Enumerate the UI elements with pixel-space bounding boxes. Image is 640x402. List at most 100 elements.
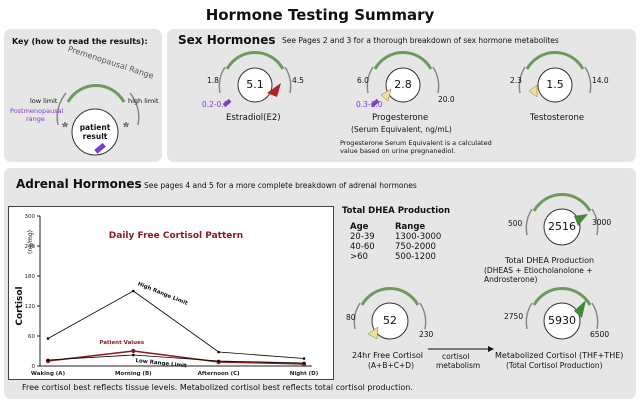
estradiol-gauge	[218, 51, 292, 108]
dhea-low: 500	[508, 219, 523, 228]
estradiol-high: 4.5	[292, 76, 304, 85]
data-point	[46, 337, 50, 340]
dhea-gauge	[525, 193, 599, 246]
metab-cortisol-name: Metabolized Cortisol (THF+THE)	[495, 351, 624, 360]
free-cortisol-name: 24hr Free Cortisol	[352, 351, 424, 360]
adrenal-footer: Free cortisol best reflects tissue level…	[22, 383, 413, 392]
dhea-value: 2516	[548, 220, 576, 233]
dhea-row-range: 1300-3000	[395, 232, 442, 242]
key-center-line1: patient	[79, 123, 111, 132]
testosterone-gauge	[518, 51, 592, 103]
estradiol-post: 0.2-0.7	[202, 100, 229, 109]
sex-footnote-2: value based on urine pregnanediol.	[340, 147, 456, 155]
chart-title: Daily Free Cortisol Pattern	[109, 231, 243, 241]
dhea-sub: (DHEAS + Etiocholanolone + Androsterone)	[484, 266, 593, 284]
key-postmeno-line2: range	[26, 115, 45, 123]
free-cortisol-sub: (A+B+C+D)	[368, 361, 414, 370]
key-center-circle	[71, 108, 119, 156]
arrow-label-1: cortisol	[442, 352, 470, 361]
y-axis-label: Cortisol	[15, 286, 25, 325]
x-tick-label: Morning (B)	[115, 371, 152, 377]
data-point	[131, 348, 136, 354]
progesterone-indicator	[380, 88, 392, 102]
free-cortisol-indicator	[367, 326, 379, 340]
metab-cortisol-indicator	[574, 300, 586, 318]
x-tick-label: Night (D)	[290, 371, 319, 377]
sex-footnote-1: Progesterone Serum Equivalent is a calcu…	[340, 139, 492, 147]
progesterone-gauge	[366, 51, 440, 108]
metab-cortisol-value: 5930	[548, 314, 576, 327]
key-high-limit: high limit	[128, 97, 159, 105]
metab-cortisol-gauge	[525, 287, 599, 340]
dhea-row-age: 20-39	[350, 232, 375, 242]
testosterone-name: Testosterone	[530, 113, 585, 123]
free-cortisol-gauge	[353, 287, 427, 340]
low-limit-star	[61, 121, 69, 128]
estradiol-indicator	[267, 83, 281, 97]
dhea-row-age: >60	[350, 252, 368, 262]
progesterone-post: 0.3-2.0	[356, 100, 383, 109]
x-tick-label: Afternoon (C)	[198, 371, 241, 377]
dhea-row-range: 500-1200	[395, 252, 436, 262]
progesterone-sub: (Serum Equivalent, ng/mL)	[351, 125, 452, 134]
arrow-label-2: metabolism	[436, 361, 481, 370]
sex-heading: Sex Hormones	[178, 33, 276, 47]
y-axis-unit: (ng/mg)	[27, 230, 34, 254]
y-tick-label: 60	[28, 334, 35, 340]
series-label: Patient Values	[99, 340, 144, 346]
key-arc	[66, 84, 126, 103]
series-line-1	[47, 350, 305, 365]
testosterone-high: 14.0	[592, 76, 609, 85]
data-point	[302, 361, 306, 365]
testosterone-low: 2.3	[510, 76, 522, 85]
page-title: Hormone Testing Summary	[205, 6, 435, 24]
data-point	[132, 289, 135, 293]
postmeno-marker	[94, 142, 106, 154]
testosterone-value: 1.5	[546, 78, 564, 91]
estradiol-low: 1.8	[207, 76, 219, 85]
x-tick-label: Waking (A)	[31, 371, 66, 377]
metab-cortisol-low: 2750	[504, 312, 524, 321]
dhea-high: 3000	[592, 218, 612, 227]
dhea-header-age: Age	[350, 222, 369, 232]
data-point	[217, 359, 220, 363]
free-cortisol-high: 230	[419, 330, 434, 339]
progesterone-name: Progesterone	[372, 113, 429, 123]
y-tick-label: 0	[32, 364, 36, 370]
adrenal-gauges-svg	[353, 193, 599, 352]
dhea-row-age: 40-60	[350, 242, 375, 252]
cortisol-chart: 0 60 120 180 240 300 Waking (A) Morning (B) Afte…	[15, 214, 319, 377]
progesterone-low: 6.0	[357, 76, 369, 85]
cortisol-chart-box	[8, 206, 334, 380]
metab-cortisol-high: 6500	[590, 330, 610, 339]
y-tick-label: 240	[25, 244, 36, 250]
adrenal-heading: Adrenal Hormones	[16, 177, 142, 191]
key-center-line2: result	[82, 132, 108, 141]
sex-gauges-svg	[218, 51, 592, 108]
testosterone-indicator	[528, 84, 538, 98]
high-limit-star	[122, 121, 130, 128]
metab-cortisol-sub: (Total Cortisol Production)	[506, 361, 603, 370]
dhea-indicator	[574, 214, 588, 226]
dhea-table-title: Total DHEA Production	[342, 206, 450, 216]
dhea-row-range: 750-2000	[395, 242, 436, 252]
progesterone-value: 2.8	[394, 78, 412, 91]
estradiol-name: Estradiol(E2)	[226, 113, 281, 123]
key-heading: Key (how to read the results):	[12, 37, 148, 46]
key-low-limit: low limit	[30, 97, 58, 105]
data-point	[132, 353, 135, 357]
free-cortisol-low: 80	[346, 313, 356, 322]
y-tick-label: 180	[25, 274, 36, 280]
data-point	[46, 358, 50, 362]
data-point	[302, 357, 306, 360]
key-postmeno-line1: Postmenopausal	[10, 107, 64, 115]
adrenal-note: See pages 4 and 5 for a more complete br…	[144, 181, 417, 190]
series-label: Low Range Limit	[135, 358, 187, 369]
dhea-name: Total DHEA Production	[505, 256, 595, 265]
progesterone-high: 20.0	[438, 95, 455, 104]
sex-note: See Pages 2 and 3 for a thorough breakdo…	[282, 36, 559, 45]
key-gauge	[56, 84, 140, 156]
y-tick-label: 300	[25, 214, 36, 220]
estradiol-value: 5.1	[246, 78, 264, 91]
free-cortisol-value: 52	[383, 314, 397, 327]
